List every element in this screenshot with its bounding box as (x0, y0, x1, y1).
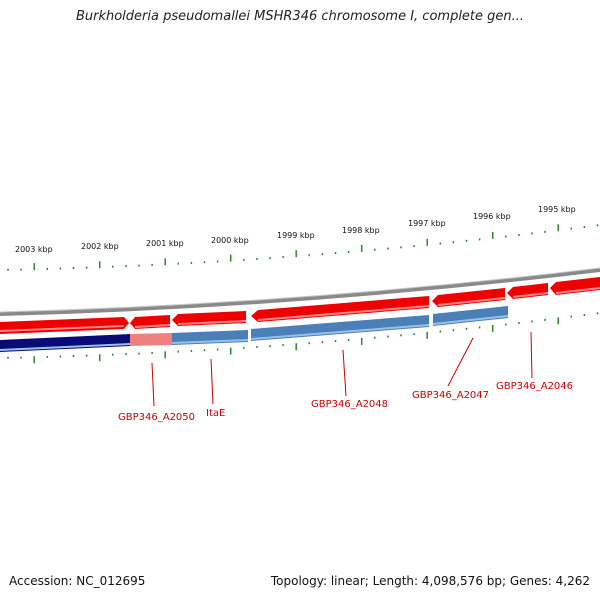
tick-label-2003: 2003 kbp (15, 245, 53, 254)
gene-label-a2050[interactable]: GBP346_A2050 (118, 412, 195, 423)
topology-text: Topology: linear; Length: 4,098,576 bp; … (270, 574, 590, 588)
forward-gene[interactable] (251, 296, 429, 322)
tick-label-2000: 2000 kbp (211, 236, 249, 245)
tick-labels: 2003 kbp 2002 kbp 2001 kbp 2000 kbp 1999… (15, 205, 576, 254)
gene-label-a2048[interactable]: GBP346_A2048 (311, 399, 388, 410)
tick-label-2001: 2001 kbp (146, 239, 184, 248)
gene-label-a2047[interactable]: GBP346_A2047 (412, 390, 489, 401)
chromosome-backbone (0, 268, 600, 316)
gene-leaders (151, 331, 533, 407)
tick-label-2002: 2002 kbp (81, 242, 119, 251)
forward-gene[interactable] (432, 288, 505, 307)
reverse-gene-selected[interactable] (130, 333, 172, 346)
bottom-tick-ruler (7, 312, 599, 364)
forward-gene[interactable] (0, 317, 129, 334)
gene-label-itae[interactable]: ItaE (206, 408, 225, 419)
reverse-strand (0, 306, 509, 352)
gene-labels: GBP346_A2050 ItaE GBP346_A2048 GBP346_A2… (118, 381, 573, 423)
tick-label-1997: 1997 kbp (408, 219, 446, 228)
tick-label-1998: 1998 kbp (342, 226, 380, 235)
map-title: Burkholderia pseudomallei MSHR346 chromo… (75, 9, 525, 24)
accession-text: Accession: NC_012695 (9, 574, 146, 588)
forward-gene[interactable] (550, 277, 600, 295)
top-tick-ruler (7, 224, 599, 271)
tick-label-1996: 1996 kbp (473, 212, 511, 221)
gene-label-a2046[interactable]: GBP346_A2046 (496, 381, 573, 392)
forward-strand (0, 277, 600, 334)
tick-label-1999: 1999 kbp (277, 231, 315, 240)
tick-label-1995: 1995 kbp (538, 205, 576, 214)
